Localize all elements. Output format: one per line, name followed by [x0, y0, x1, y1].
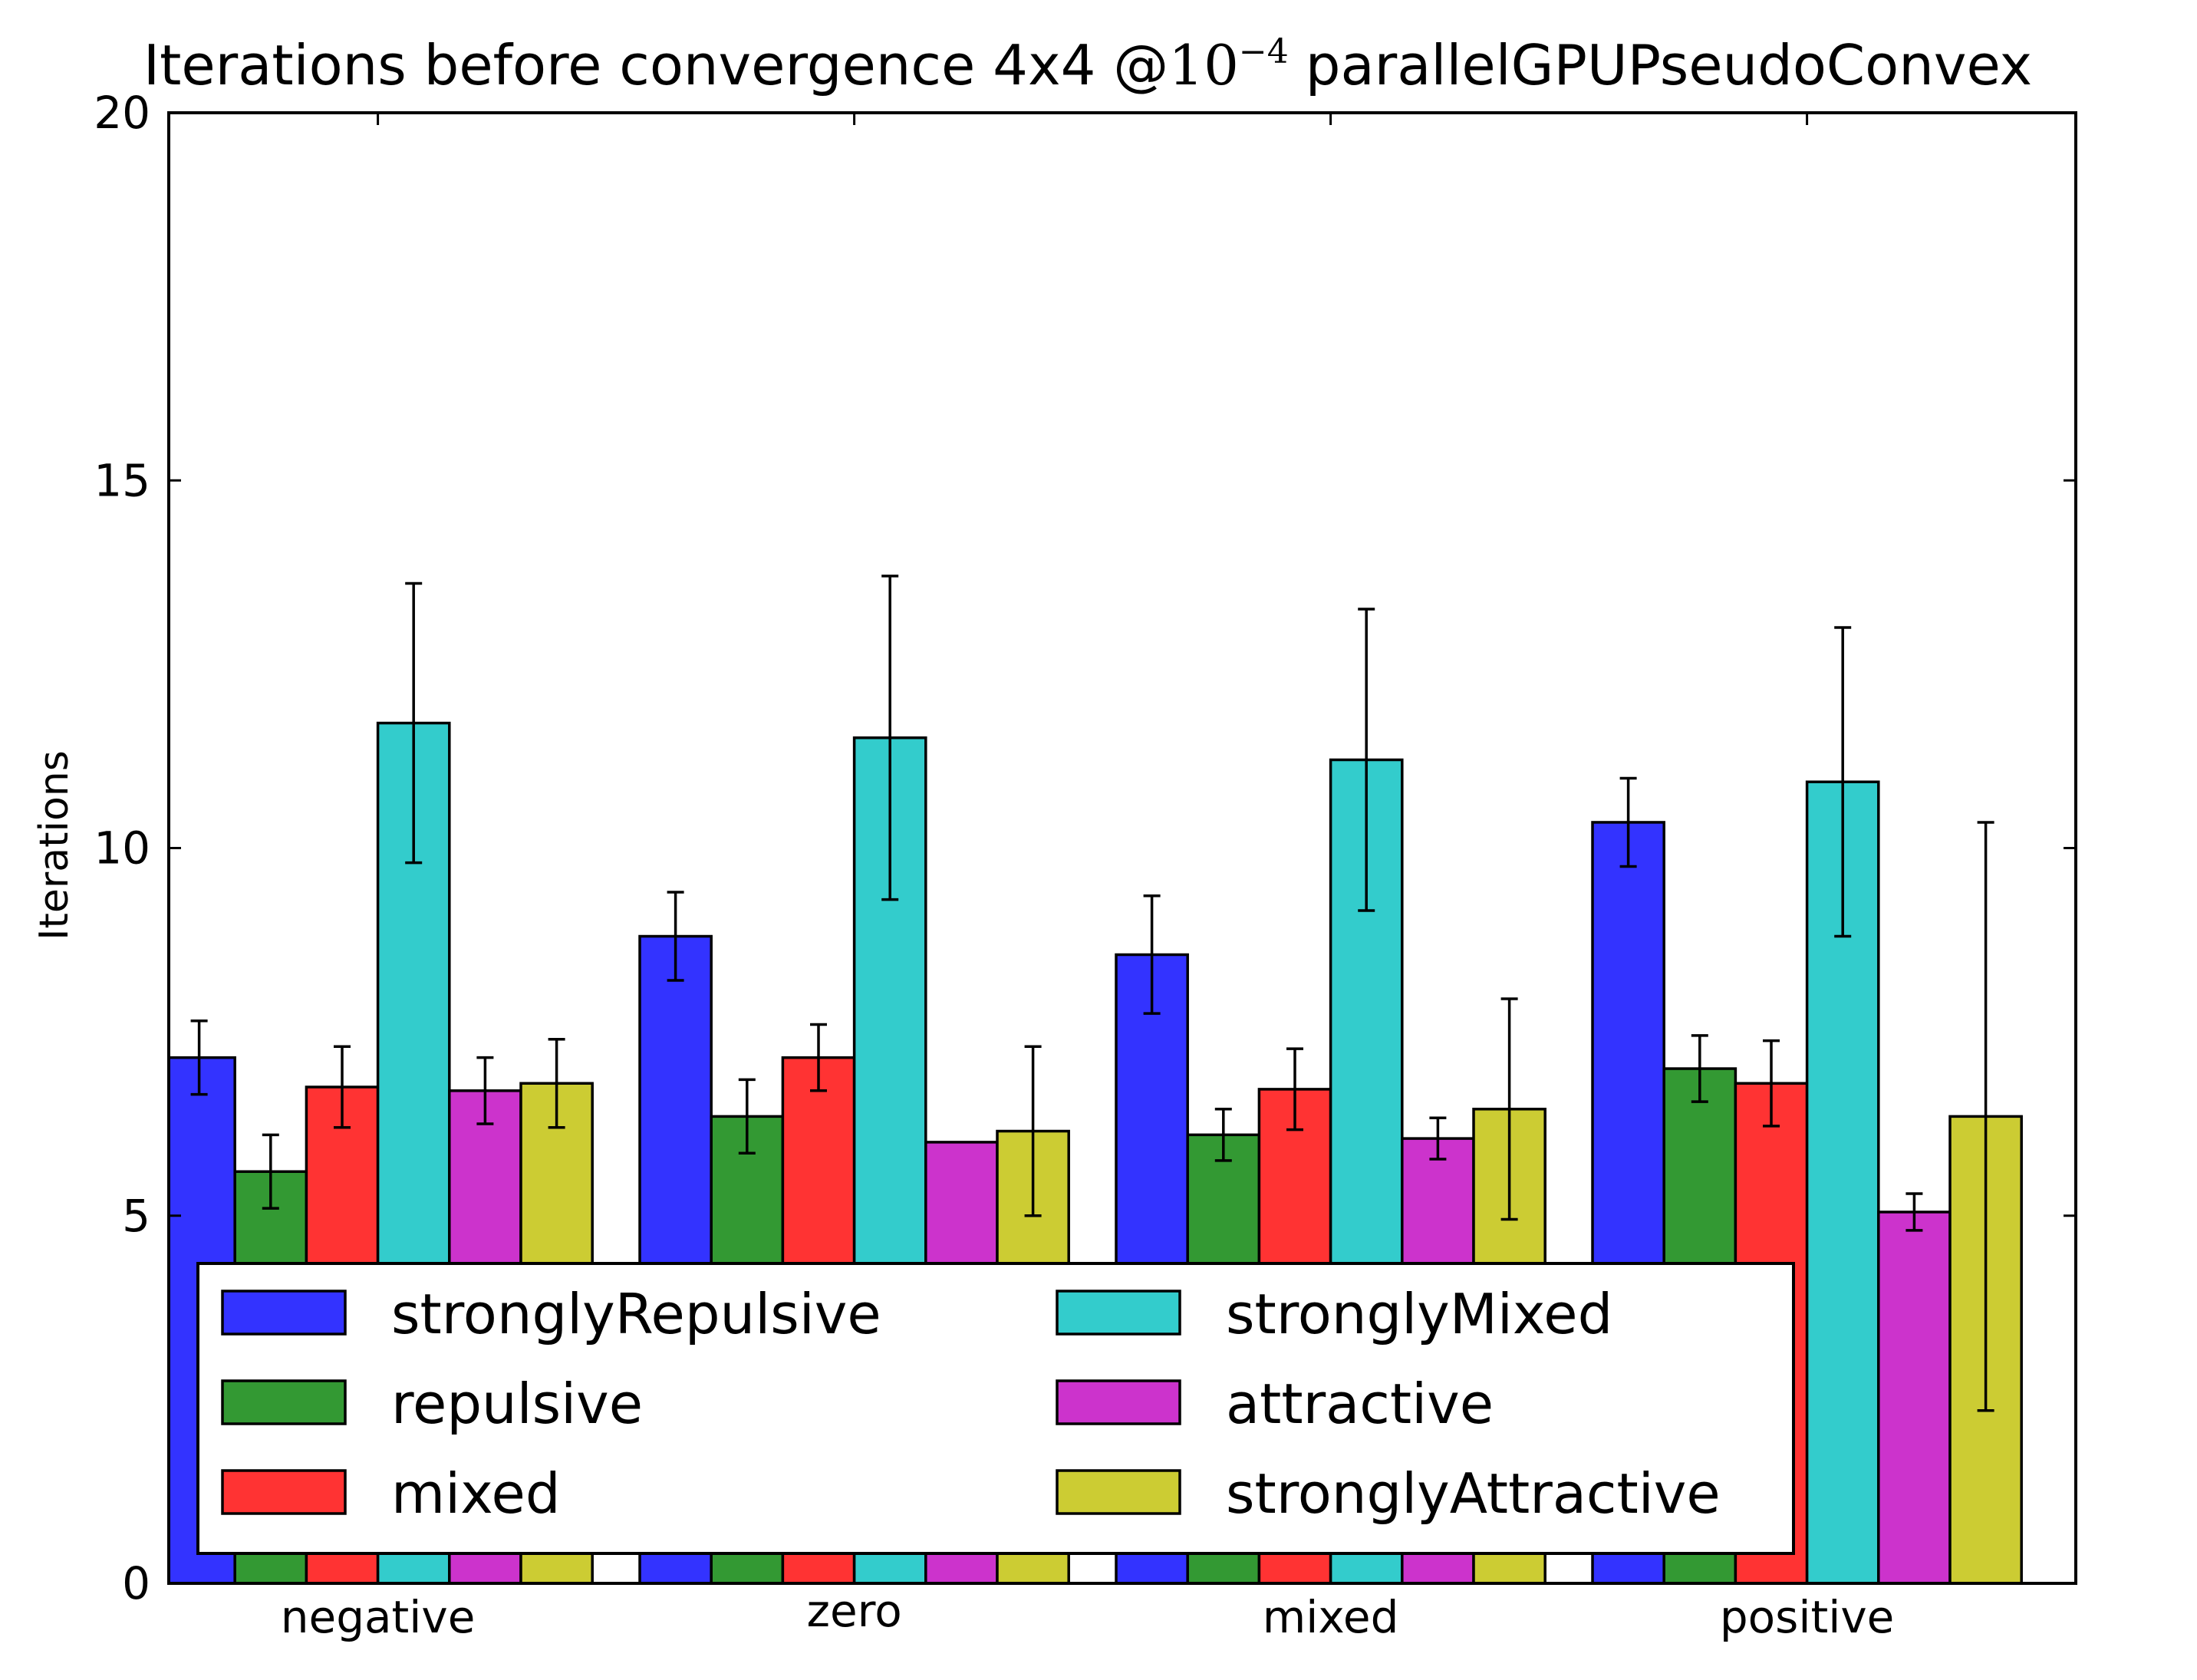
legend-box: [196, 1262, 1795, 1555]
legend-swatch-mixed: [221, 1469, 347, 1515]
ticks-layer: negative zero mixed positive 0 5 10 15 20: [94, 87, 2076, 1643]
legend-label-attractive: attractive: [1226, 1372, 1494, 1436]
y-tick-label-10: 10: [94, 822, 150, 875]
legend-label-stronglyMixed: stronglyMixed: [1226, 1282, 1612, 1346]
bar-attractive-positive: [1877, 1211, 1952, 1583]
y-tick-label-5: 5: [122, 1190, 150, 1242]
x-tick-label-negative: negative: [281, 1591, 476, 1643]
y-tick-label-20: 20: [94, 87, 150, 139]
errorbars-layer: [190, 575, 1994, 1412]
legend-swatch-repulsive: [221, 1379, 347, 1425]
legend: stronglyRepulsive repulsive mixed stronglyM…: [196, 1262, 1795, 1555]
y-tick-label-0: 0: [122, 1557, 150, 1609]
legend-label-mixed: mixed: [391, 1461, 561, 1526]
legend-swatch-stronglyRepulsive: [221, 1290, 347, 1336]
plot-frame: [167, 111, 2077, 1585]
x-tick-label-mixed: mixed: [1263, 1591, 1399, 1643]
legend-label-repulsive: repulsive: [391, 1372, 643, 1436]
y-axis-label: Iterations: [31, 750, 77, 940]
x-tick-label-zero: zero: [807, 1585, 902, 1637]
legend-swatch-stronglyAttractive: [1056, 1469, 1181, 1515]
chart-title: Iterations before convergence 4x4 @10−4 p…: [143, 32, 2032, 97]
legend-swatch-attractive: [1056, 1379, 1181, 1425]
x-tick-label-positive: positive: [1720, 1591, 1895, 1643]
legend-label-stronglyAttractive: stronglyAttractive: [1226, 1461, 1721, 1526]
legend-swatch-stronglyMixed: [1056, 1290, 1181, 1336]
y-tick-label-15: 15: [94, 454, 150, 506]
legend-label-stronglyRepulsive: stronglyRepulsive: [391, 1282, 881, 1346]
